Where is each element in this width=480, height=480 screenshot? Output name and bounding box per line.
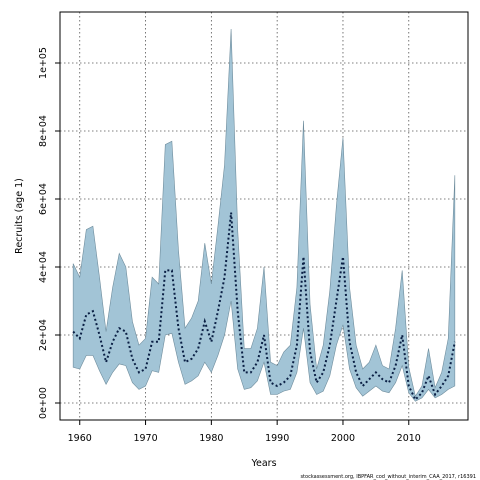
y-tick-label: 4e+04 [38, 251, 49, 283]
confidence-band-layer [72, 28, 456, 402]
x-tick-label: 1990 [265, 433, 289, 444]
x-tick-label: 1960 [68, 433, 92, 444]
x-tick-label: 2010 [397, 433, 421, 444]
y-axis: 0e+00 2e+04 4e+04 6e+04 8e+04 1e+05 [38, 47, 61, 419]
median-line-layer [72, 212, 456, 402]
y-tick-label: 1e+05 [38, 47, 49, 79]
confidence-band [72, 28, 456, 402]
y-tick-label: 6e+04 [38, 183, 49, 215]
x-axis-title: Years [250, 458, 276, 469]
median-line [72, 212, 456, 402]
y-tick-label: 8e+04 [38, 115, 49, 147]
y-axis-title: Recruits (age 1) [14, 178, 25, 254]
x-tick-label: 2000 [331, 433, 355, 444]
x-tick-label: 1970 [133, 433, 157, 444]
y-tick-label: 0e+00 [38, 387, 49, 419]
footer-note: stockassessment.org, IBPFAR_cod_without_… [300, 474, 476, 480]
x-tick-label: 1980 [199, 433, 223, 444]
x-axis: 1960 1970 1980 1990 2000 2010 [68, 419, 421, 444]
y-tick-label: 2e+04 [38, 319, 49, 351]
